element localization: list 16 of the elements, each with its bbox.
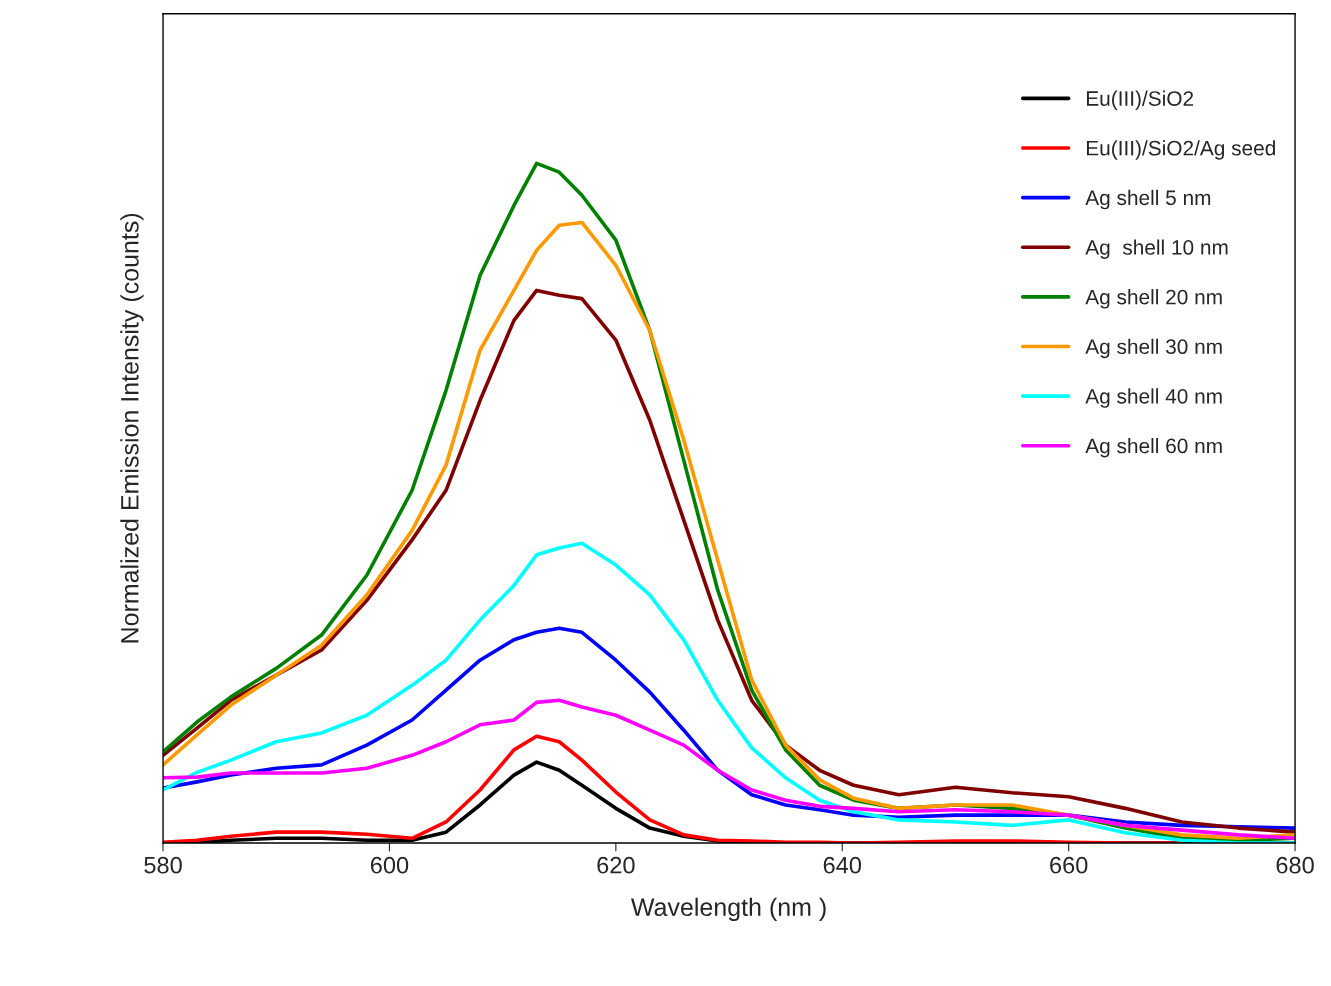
legend-label: Ag shell 5 nm	[1085, 189, 1211, 210]
legend-label: Ag shell 20 nm	[1085, 289, 1222, 309]
legend-label: Ag shell 10 nm	[1085, 239, 1228, 259]
x-tick-label: 600	[370, 856, 409, 874]
x-axis-title: Wavelength (nm )	[630, 897, 826, 921]
legend-label: Ag shell 60 nm	[1085, 438, 1222, 458]
y-axis-title: Normalized Emission Intensity (counts)	[120, 213, 144, 643]
x-tick-label: 580	[144, 856, 182, 874]
legend-label: Ag shell 30 nm	[1085, 338, 1222, 359]
x-tick-label: 620	[597, 856, 635, 874]
x-tick-label: 680	[1276, 856, 1314, 874]
x-tick-label: 660	[1050, 856, 1088, 874]
legend-label: Eu(III)/SiO2	[1086, 90, 1194, 111]
legend-label: Ag shell 40 nm	[1085, 388, 1222, 408]
x-tick-label: 640	[823, 856, 862, 874]
legend-label: Eu(III)/SiO2/Ag seed	[1086, 140, 1275, 160]
